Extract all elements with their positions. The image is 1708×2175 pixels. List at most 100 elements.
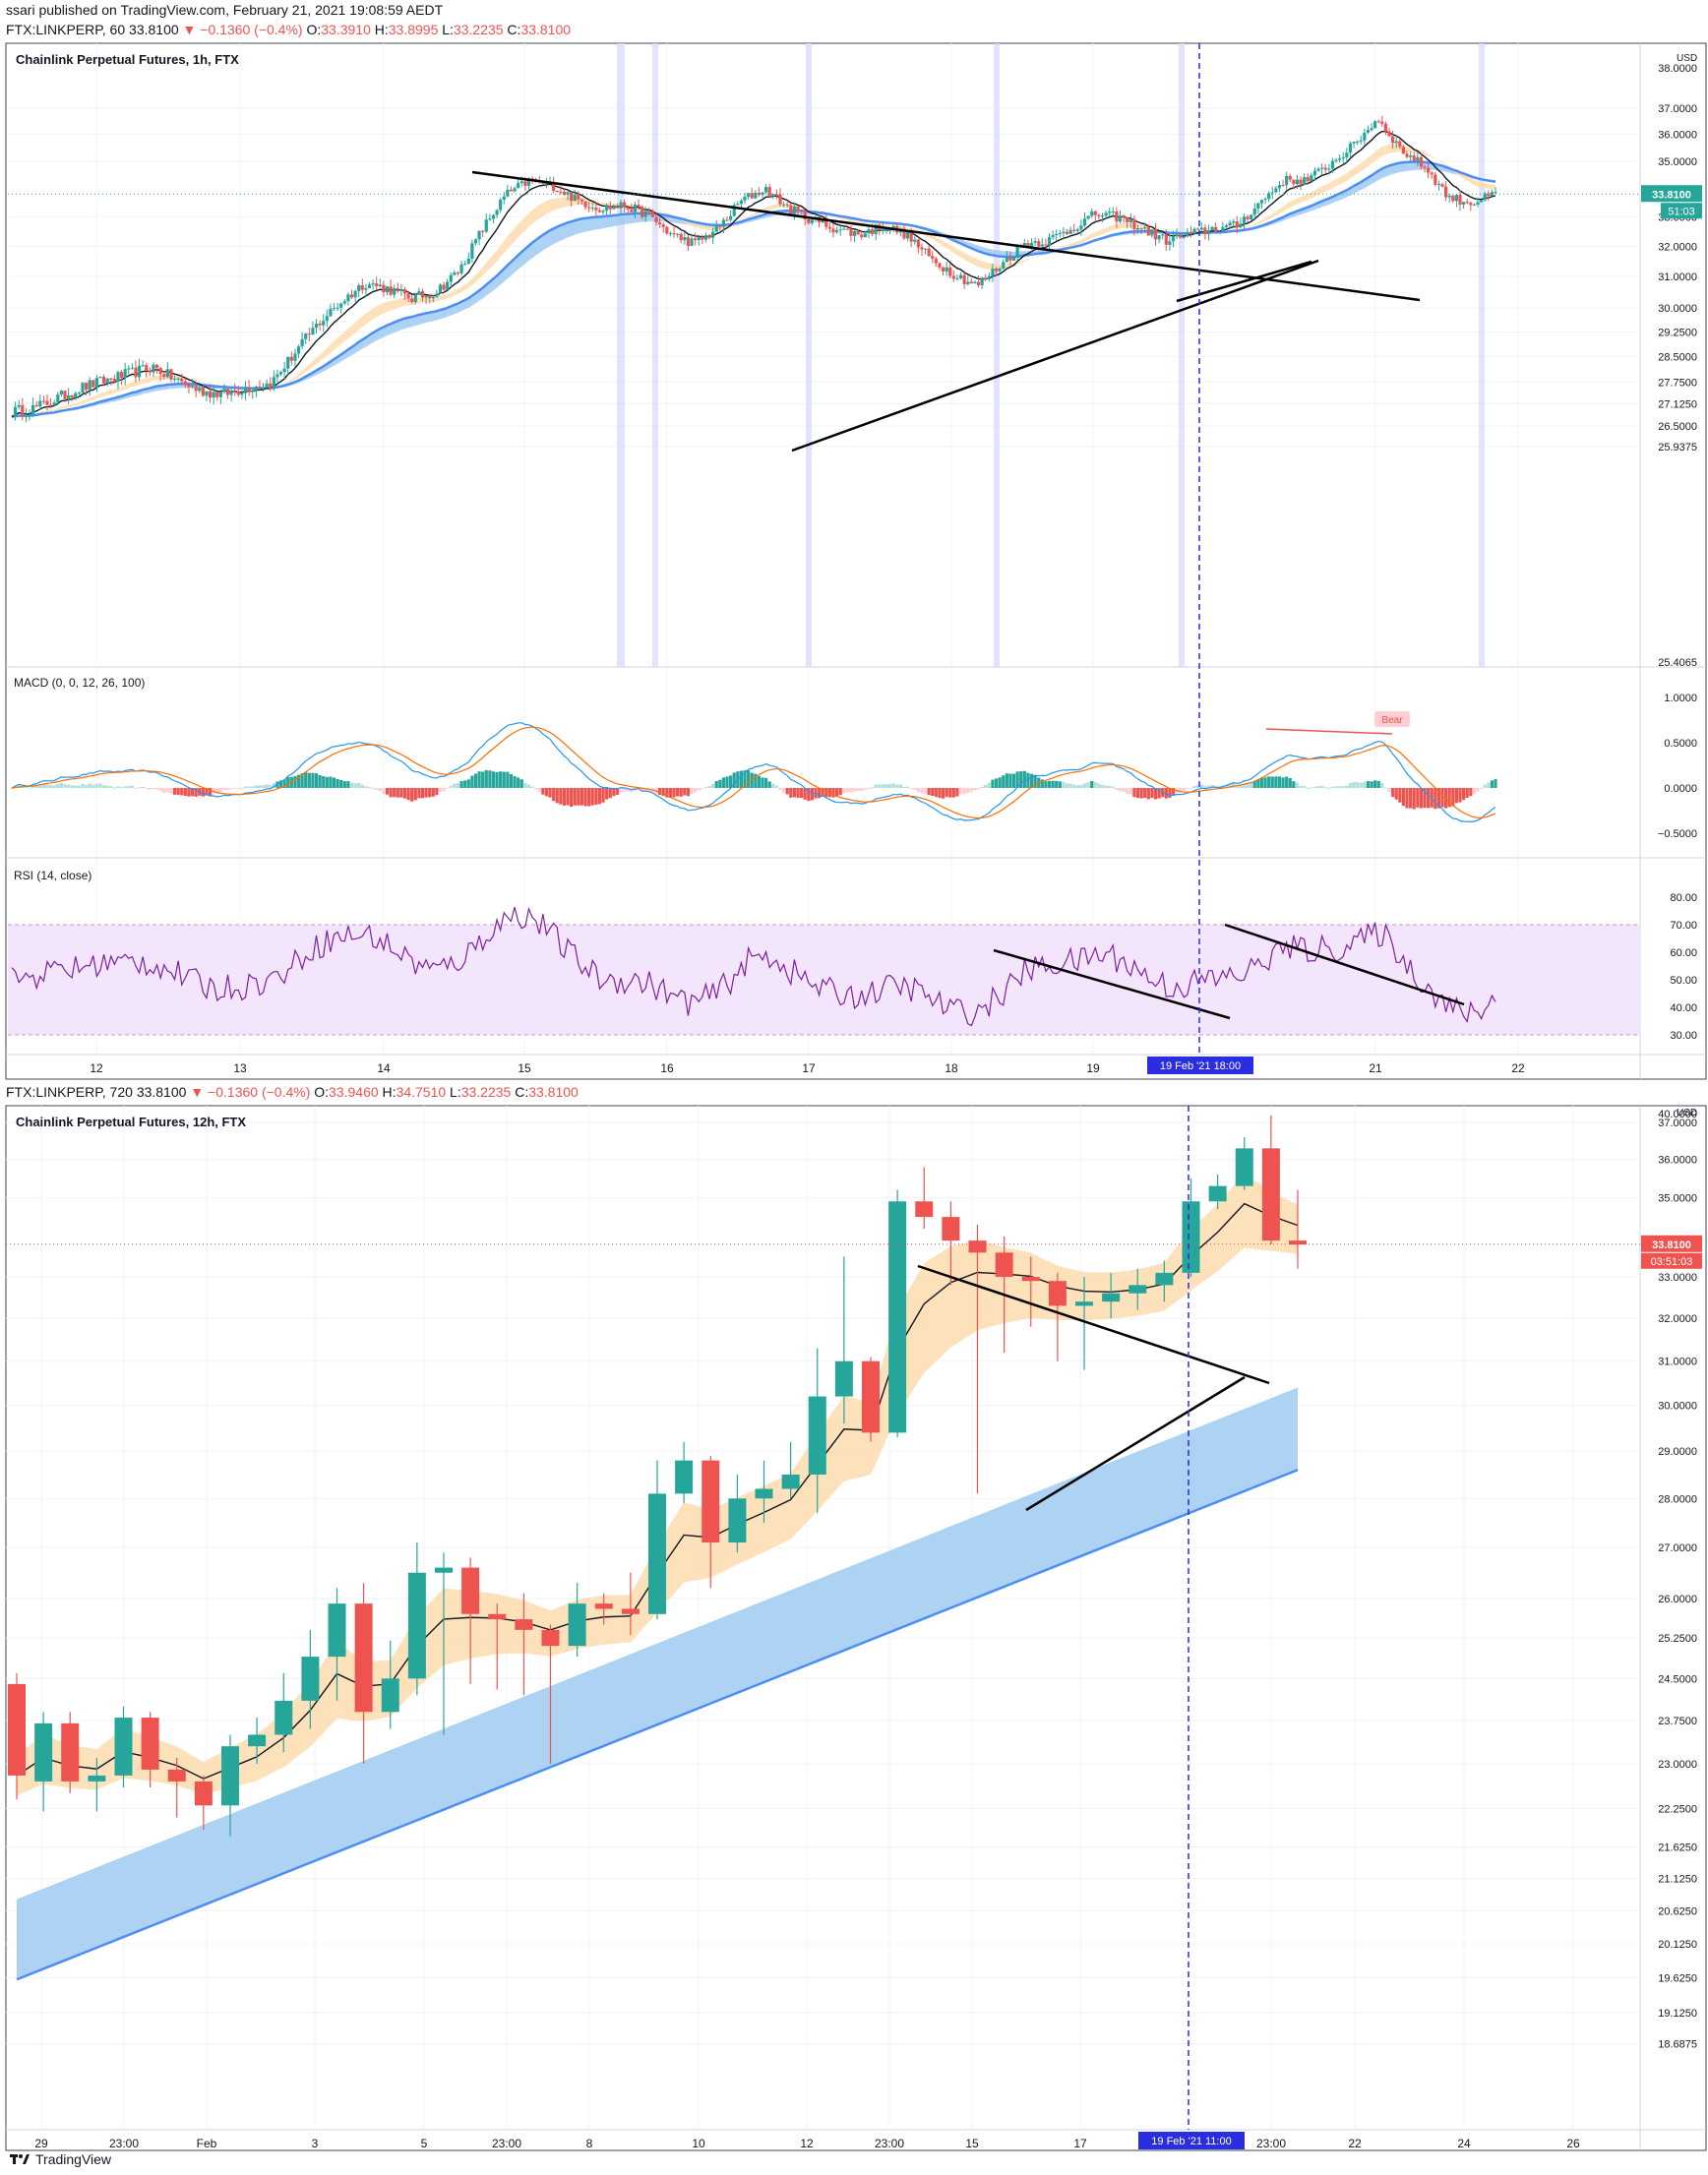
candle-body [597,210,602,212]
macd-histogram-bar [208,788,213,796]
macd-histogram-bar [1334,786,1338,788]
candle-body [789,205,793,214]
candle-body [248,1734,267,1747]
candle-body [915,1201,934,1218]
candle-body [1128,1285,1147,1294]
macd-histogram-bar [640,788,644,793]
candle-body [286,356,290,369]
macd-histogram-bar [1256,779,1260,788]
price-tick: 21.1250 [1658,1874,1697,1886]
close-value: 33.8100 [528,1084,579,1100]
macd-histogram-bar [1179,788,1183,793]
candle-body [1037,241,1041,247]
candle-body [21,404,25,416]
candle-body [198,388,202,392]
candle-body [951,275,955,279]
macd-histogram-bar [555,788,559,804]
candle-body [449,274,453,282]
candle-body [407,1572,426,1679]
macd-histogram-bar [519,779,523,788]
candle-body [1483,193,1487,201]
macd-histogram-bar [34,785,38,788]
candle-body [1261,1148,1280,1241]
candle-body [874,224,878,234]
candle-body [995,1252,1013,1278]
macd-histogram-bar [838,788,842,796]
macd-histogram-bar [314,773,319,788]
macd-histogram-bar [251,786,255,788]
macd-histogram-bar [1472,788,1477,795]
candle-body [703,235,708,240]
tradingview-footer[interactable]: TradingView [10,2151,111,2167]
candle-body [767,187,771,197]
candle-body [1022,243,1026,247]
macd-histogram-bar [597,788,602,805]
macd-histogram-bar [1267,776,1271,788]
macd-histogram-bar [1075,785,1079,788]
candle-body [215,392,219,397]
candle-body [221,1746,239,1806]
macd-histogram-bar [1299,785,1303,788]
candle-body [679,233,683,241]
macd-histogram-bar [325,776,329,788]
candle-body [396,287,399,290]
price-tick: 24.5000 [1658,1673,1697,1685]
candle-body [577,194,580,200]
macd-histogram-bar [311,772,315,788]
macd-histogram-bar [98,783,102,788]
candle-body [1175,234,1179,237]
candle-body [676,233,680,235]
macd-histogram-bar [690,788,694,795]
macd-histogram-bar [1242,783,1247,788]
candle-body [243,387,248,393]
hourly-chart[interactable]: Bear 37.000036.000035.000033.000032.0000… [0,0,1708,1080]
macd-histogram-bar [517,777,520,788]
candle-body [612,207,616,210]
price-tick: 35.0000 [1658,156,1697,168]
candle-body [834,230,839,233]
candle-body [803,211,807,219]
price-tick: 30.0000 [1658,1401,1697,1413]
macd-histogram-bar [1405,788,1409,809]
price-tick: 32.0000 [1658,1313,1697,1325]
macd-histogram-bar [495,771,499,788]
candle-body [375,283,379,287]
candle-body [955,277,959,279]
candle-body [353,290,357,298]
candle-body [916,239,920,248]
macd-histogram-bar [1203,785,1207,788]
bear-divergence-line [1265,728,1393,735]
macd-histogram-bar [513,776,517,788]
candle-body [1082,218,1087,226]
macd-histogram-bar [796,788,800,798]
ema-band-blue [12,161,1495,417]
price-tick: 30.0000 [1658,303,1697,315]
candle-body [605,205,609,211]
candle-body [1182,1201,1200,1273]
macd-histogram-bar [1352,781,1356,788]
candle-body [339,303,343,308]
time-tick: 21 [1369,1061,1382,1075]
candle-body [621,1608,640,1614]
macd-histogram-bar [552,788,556,802]
candle-body [934,258,938,264]
candle-body [293,353,297,361]
countdown-label: 03:51:03 [1651,1256,1693,1268]
macd-histogram-bar [718,779,722,788]
macd-histogram-bar [984,784,988,788]
candle-body [123,369,127,379]
macd-histogram-bar [1086,782,1090,788]
candle-body [229,390,233,395]
candle-body [282,368,286,373]
time-tick: 15 [518,1061,531,1075]
macd-histogram-bar [1115,788,1119,791]
rsi-tick: 50.00 [1670,975,1697,987]
candle-body [1026,243,1030,248]
candle-body [385,286,390,293]
macd-histogram-bar [594,788,598,806]
candle-body [714,225,718,232]
macd-histogram-bar [402,788,407,799]
candle-body [867,229,871,234]
twelve-hour-chart[interactable]: 39.000038.000037.000036.000035.000033.00… [0,1102,1708,2164]
macd-line [11,722,1496,823]
